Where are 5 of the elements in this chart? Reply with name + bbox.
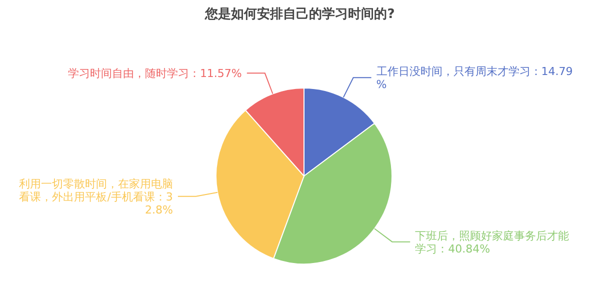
slice-label: 利用一切零散时间，在家用电脑看课，外出用平板/手机看课：32.8% xyxy=(18,177,173,216)
slice-label: 下班后，照顾好家庭事务后才能学习：40.84% xyxy=(415,229,570,256)
slice-label: 工作日没时间，只有周末才学习：14.79% xyxy=(376,65,573,92)
slice-label: 学习时间自由，随时学习：11.57% xyxy=(68,67,242,80)
chart-title: 您是如何安排自己的学习时间的? xyxy=(204,6,395,22)
